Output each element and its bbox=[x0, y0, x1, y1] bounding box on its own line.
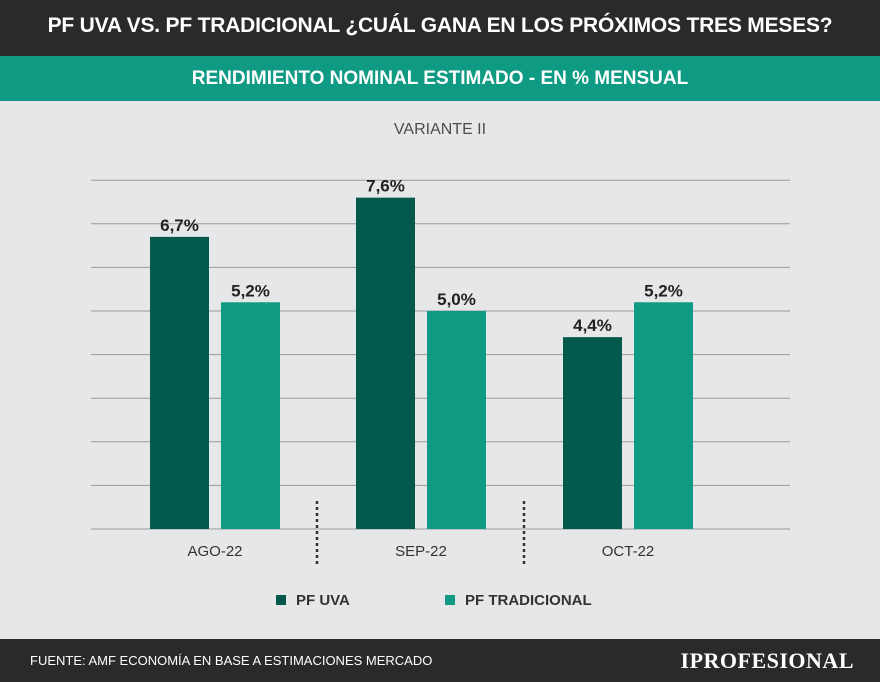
subtitle-bar: RENDIMIENTO NOMINAL ESTIMADO - EN % MENS… bbox=[0, 56, 880, 101]
page-title: PF UVA VS. PF TRADICIONAL ¿CUÁL GANA EN … bbox=[47, 14, 833, 37]
data-label: 6,7% bbox=[160, 216, 199, 235]
brand-logo: IPROFESIONAL bbox=[680, 648, 854, 673]
legend-item-pf-tradicional: PF TRADICIONAL bbox=[445, 590, 592, 610]
legend-label-pf-tradicional: PF TRADICIONAL bbox=[465, 591, 592, 609]
data-label: 7,6% bbox=[366, 177, 405, 196]
header-bar: PF UVA VS. PF TRADICIONAL ¿CUÁL GANA EN … bbox=[0, 0, 880, 56]
source-note: FUENTE: AMF ECONOMÍA EN BASE A ESTIMACIO… bbox=[30, 653, 433, 668]
bar-pf-uva bbox=[356, 197, 415, 529]
bar-pf-tradicional bbox=[427, 311, 486, 529]
data-label: 5,0% bbox=[437, 290, 476, 309]
legend-label-pf-uva: PF UVA bbox=[296, 591, 350, 609]
bar-pf-uva bbox=[150, 236, 209, 529]
x-tick-label: AGO-22 bbox=[187, 543, 242, 560]
x-tick-label: SEP-22 bbox=[395, 543, 447, 560]
bar-pf-tradicional bbox=[221, 302, 280, 529]
data-label: 5,2% bbox=[231, 281, 270, 300]
bar-chart: 6,7% 5,2% AGO-22 7,6% 5,0% SEP-22 4,4% 5,2% OCT-… bbox=[91, 177, 790, 565]
legend-item-pf-uva: PF UVA bbox=[276, 590, 350, 610]
footer-bar: FUENTE: AMF ECONOMÍA EN BASE A ESTIMACIO… bbox=[0, 639, 880, 682]
x-tick-label: OCT-22 bbox=[602, 543, 655, 560]
data-label: 4,4% bbox=[573, 316, 612, 335]
legend-swatch-pf-uva bbox=[276, 595, 286, 605]
bar-pf-tradicional bbox=[634, 302, 693, 529]
chart-subtitle: RENDIMIENTO NOMINAL ESTIMADO - EN % MENS… bbox=[191, 68, 689, 89]
legend-swatch-pf-tradicional bbox=[445, 595, 455, 605]
chart-title: VARIANTE II bbox=[393, 121, 487, 138]
data-label: 5,2% bbox=[644, 281, 683, 300]
bar-pf-uva bbox=[563, 337, 622, 529]
